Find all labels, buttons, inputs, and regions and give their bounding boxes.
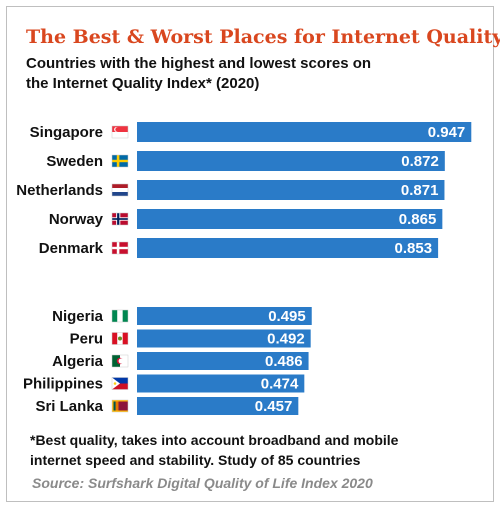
category-label: Norway xyxy=(49,211,104,228)
data-label: 0.853 xyxy=(395,240,433,257)
bar xyxy=(137,122,472,142)
data-label: 0.871 xyxy=(401,182,439,199)
chart-title: The Best & Worst Places for Internet Qua… xyxy=(26,26,500,48)
bar xyxy=(137,180,445,200)
category-label: Sri Lanka xyxy=(35,398,103,415)
philippines-flag-icon xyxy=(111,377,129,390)
peru-flag-icon xyxy=(111,332,129,345)
category-label: Philippines xyxy=(23,376,103,393)
bar xyxy=(137,397,299,415)
algeria-flag-icon xyxy=(111,354,129,368)
chart-subtitle: Countries with the highest and lowest sc… xyxy=(26,54,466,94)
data-label: 0.872 xyxy=(401,153,439,170)
footnote: *Best quality, takes into account broadb… xyxy=(30,430,485,470)
subtitle-line: the Internet Quality Index* (2020) xyxy=(26,75,260,92)
footnote-line: *Best quality, takes into account broadb… xyxy=(30,432,399,448)
data-label: 0.865 xyxy=(399,211,437,228)
nigeria-flag-icon xyxy=(111,309,129,323)
data-label: 0.492 xyxy=(267,331,305,348)
category-label: Nigeria xyxy=(52,308,104,325)
category-label: Singapore xyxy=(30,124,103,141)
bar xyxy=(137,238,439,258)
category-label: Algeria xyxy=(52,353,104,370)
source-note: Source: Surfshark Digital Quality of Lif… xyxy=(32,475,373,491)
denmark-flag-icon xyxy=(111,241,129,255)
data-label: 0.947 xyxy=(428,124,466,141)
category-label: Denmark xyxy=(39,240,104,257)
subtitle-line: Countries with the highest and lowest sc… xyxy=(26,55,372,72)
bar xyxy=(137,307,312,325)
category-label: Sweden xyxy=(46,153,103,170)
footnote-line: internet speed and stability. Study of 8… xyxy=(30,452,361,468)
singapore-flag-icon xyxy=(111,125,129,139)
netherlands-flag-icon xyxy=(111,183,129,197)
bar xyxy=(137,329,311,348)
data-label: 0.457 xyxy=(255,398,293,415)
data-label: 0.495 xyxy=(268,308,306,325)
bar xyxy=(137,374,305,393)
data-label: 0.474 xyxy=(261,376,299,393)
bar xyxy=(137,209,443,229)
bar xyxy=(137,352,309,370)
norway-flag-icon xyxy=(111,212,129,226)
data-label: 0.486 xyxy=(265,353,303,370)
sweden-flag-icon xyxy=(111,154,129,168)
category-label: Netherlands xyxy=(16,182,103,199)
category-label: Peru xyxy=(70,331,103,348)
sri-lanka-flag-icon xyxy=(111,399,129,413)
bar xyxy=(137,151,445,171)
